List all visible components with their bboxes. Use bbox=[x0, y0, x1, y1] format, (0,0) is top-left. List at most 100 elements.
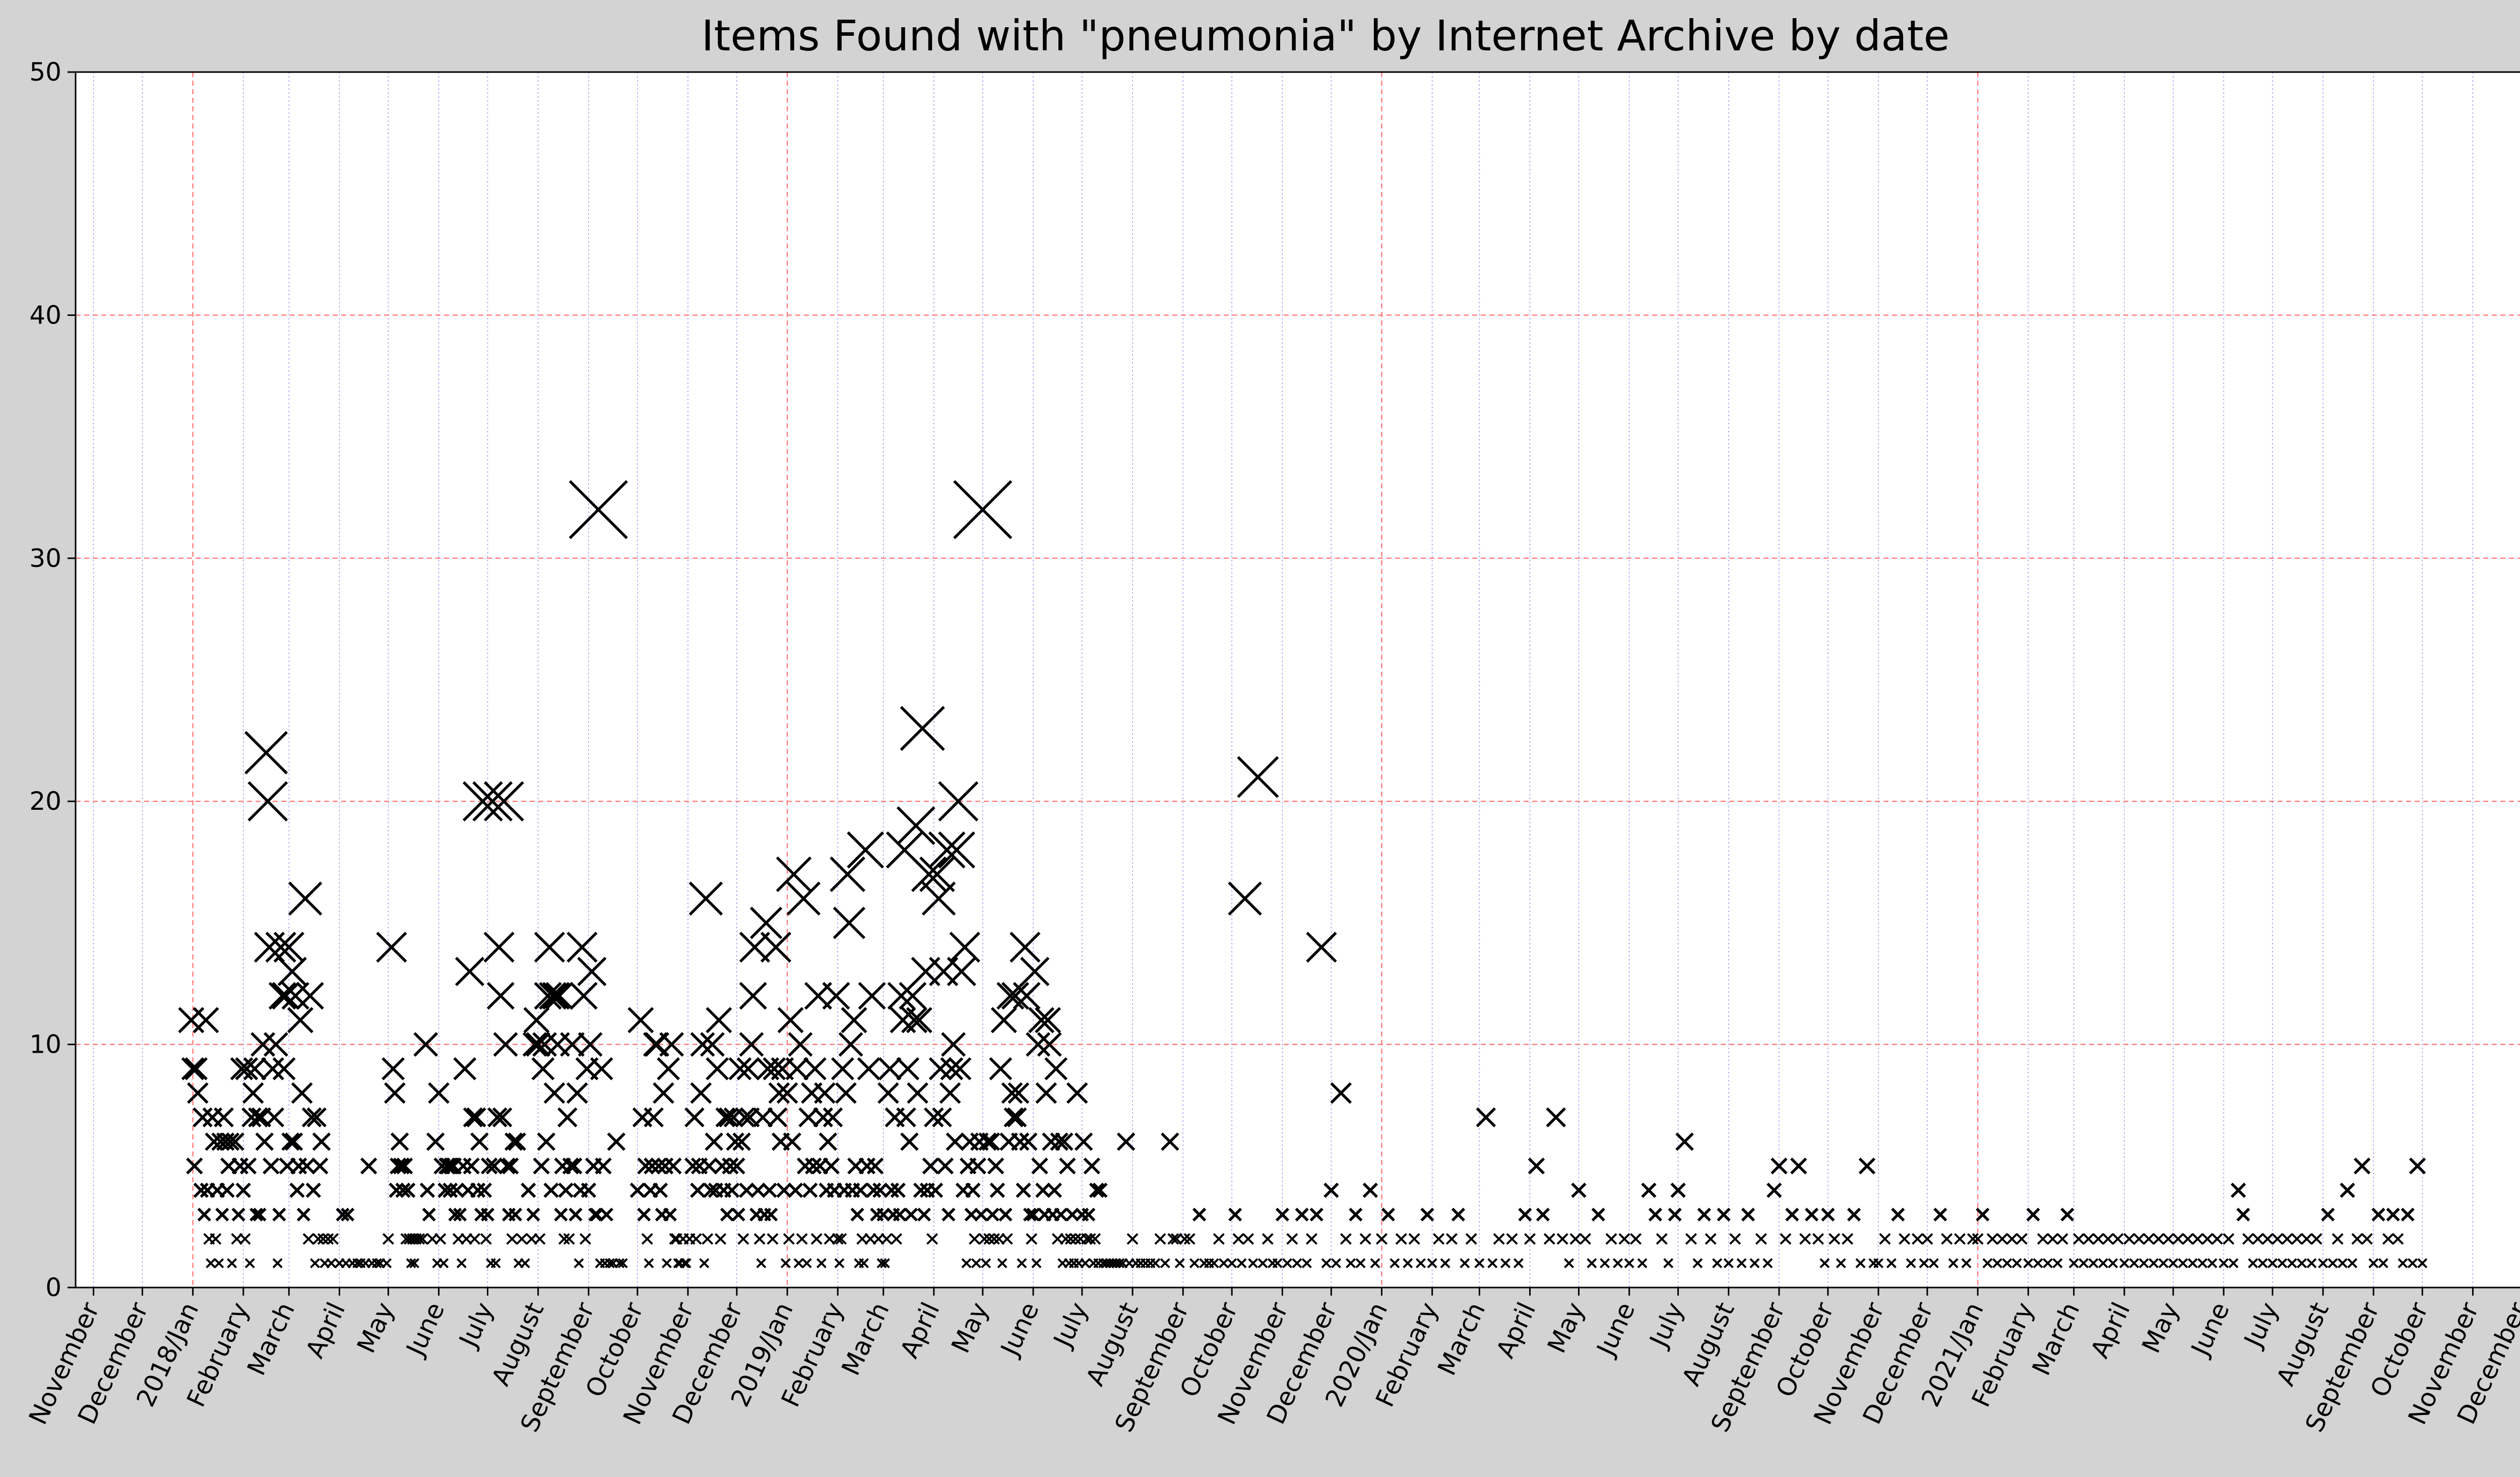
data-point bbox=[184, 1057, 208, 1080]
data-point bbox=[298, 1158, 316, 1175]
data-point bbox=[700, 1032, 725, 1057]
data-point bbox=[239, 1158, 257, 1175]
data-point bbox=[739, 982, 767, 1010]
data-point bbox=[1126, 1233, 1139, 1245]
data-point bbox=[818, 1132, 838, 1151]
data-point bbox=[1564, 1258, 1574, 1268]
data-point bbox=[1919, 1258, 1929, 1268]
data-point bbox=[776, 1182, 792, 1198]
data-point bbox=[520, 1258, 530, 1268]
x-tick-label: July bbox=[1047, 1298, 1094, 1353]
data-point bbox=[823, 1107, 843, 1128]
data-point bbox=[389, 1182, 404, 1198]
data-point bbox=[261, 1057, 284, 1080]
data-point bbox=[607, 1132, 626, 1151]
data-point bbox=[906, 1007, 932, 1034]
data-point bbox=[409, 1258, 420, 1268]
data-point bbox=[990, 1007, 1017, 1034]
data-point bbox=[1282, 1258, 1293, 1268]
data-point bbox=[2078, 1258, 2089, 1268]
data-point bbox=[1630, 1233, 1642, 1245]
data-point bbox=[832, 1233, 844, 1245]
data-point bbox=[705, 1132, 723, 1151]
data-point bbox=[2219, 1258, 2229, 1268]
grid-lines bbox=[76, 72, 2520, 1288]
x-tick-label: April bbox=[300, 1298, 351, 1363]
data-point bbox=[927, 1182, 943, 1198]
data-point bbox=[272, 1207, 286, 1222]
data-point bbox=[1286, 1233, 1298, 1245]
data-point bbox=[2272, 1233, 2284, 1245]
data-point bbox=[1019, 1132, 1038, 1151]
data-point bbox=[542, 982, 570, 1010]
data-point bbox=[2006, 1233, 2018, 1245]
data-point bbox=[857, 1057, 880, 1080]
data-point bbox=[801, 1258, 812, 1268]
data-point bbox=[1487, 1258, 1498, 1268]
data-point bbox=[728, 1057, 752, 1080]
data-point bbox=[684, 1107, 705, 1128]
data-point bbox=[1855, 1258, 1866, 1268]
data-point bbox=[2083, 1233, 2095, 1245]
data-point bbox=[247, 781, 288, 822]
data-point bbox=[272, 1057, 296, 1080]
data-point bbox=[1886, 1258, 1897, 1268]
data-point bbox=[277, 956, 307, 986]
data-point bbox=[1771, 1158, 1788, 1175]
data-point bbox=[810, 1233, 823, 1245]
data-point bbox=[483, 781, 524, 822]
data-point bbox=[2191, 1233, 2203, 1245]
data-point bbox=[440, 1158, 457, 1175]
data-point bbox=[1928, 1258, 1939, 1268]
data-point bbox=[2407, 1258, 2418, 1268]
data-point bbox=[221, 1132, 240, 1151]
data-point bbox=[186, 1158, 203, 1175]
data-point bbox=[1275, 1207, 1289, 1222]
data-point bbox=[1518, 1207, 1532, 1222]
data-point bbox=[543, 1082, 565, 1104]
data-point bbox=[661, 1258, 672, 1268]
data-point bbox=[690, 1233, 702, 1245]
data-point bbox=[858, 982, 886, 1010]
data-point bbox=[822, 982, 850, 1010]
data-point bbox=[1697, 1207, 1711, 1222]
data-point bbox=[1324, 1182, 1339, 1198]
data-point bbox=[2011, 1258, 2022, 1268]
data-point bbox=[1228, 881, 1262, 916]
data-point bbox=[876, 1258, 887, 1268]
data-point bbox=[866, 1158, 884, 1175]
data-point bbox=[1440, 1258, 1451, 1268]
y-tick-label: 50 bbox=[29, 57, 61, 87]
data-point bbox=[569, 480, 628, 539]
data-point bbox=[449, 1182, 465, 1198]
data-point bbox=[231, 1207, 245, 1222]
data-point bbox=[760, 931, 792, 963]
data-point bbox=[1355, 1258, 1366, 1268]
data-point bbox=[462, 781, 503, 822]
data-point bbox=[835, 1082, 857, 1104]
data-point bbox=[752, 1107, 773, 1128]
data-point bbox=[1579, 1233, 1591, 1245]
data-point bbox=[1858, 1158, 1876, 1175]
data-point bbox=[921, 881, 956, 916]
data-point bbox=[900, 1132, 919, 1151]
data-point bbox=[1209, 1258, 1219, 1268]
data-point bbox=[953, 480, 1013, 539]
data-point bbox=[2047, 1233, 2059, 1245]
data-point bbox=[767, 1233, 779, 1245]
data-point bbox=[2129, 1258, 2139, 1268]
data-point bbox=[1016, 1182, 1031, 1198]
data-point bbox=[831, 1057, 854, 1080]
data-point bbox=[1465, 1233, 1477, 1245]
data-point bbox=[644, 1158, 661, 1175]
x-tick-label: July bbox=[1644, 1298, 1690, 1353]
data-point bbox=[1600, 1258, 1610, 1268]
data-point bbox=[1569, 1233, 1582, 1245]
data-point bbox=[463, 1107, 483, 1128]
data-point bbox=[1749, 1258, 1760, 1268]
data-point bbox=[726, 1132, 744, 1151]
data-point bbox=[1433, 1233, 1445, 1245]
data-point bbox=[776, 1082, 798, 1104]
data-point bbox=[250, 1032, 276, 1057]
data-point bbox=[1847, 1207, 1861, 1222]
